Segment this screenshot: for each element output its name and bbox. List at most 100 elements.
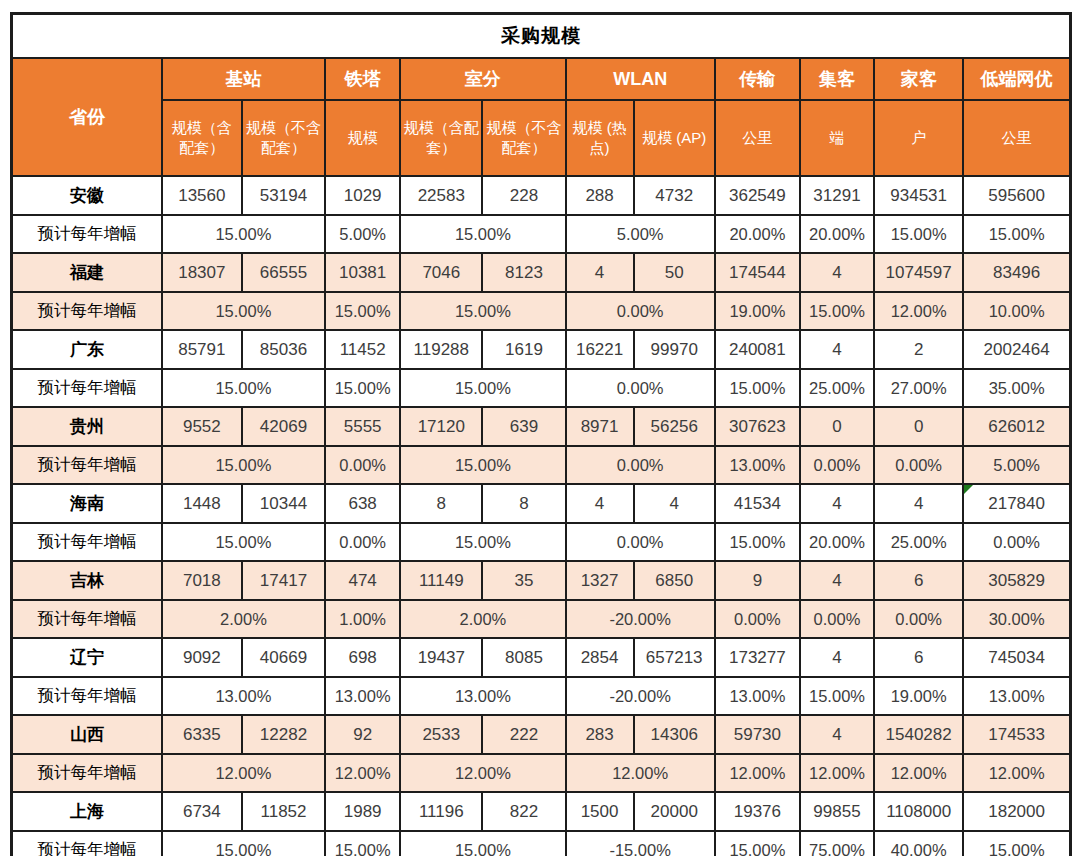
province-name: 吉林 <box>12 561 162 600</box>
growth-row-label: 预计每年增幅 <box>12 831 162 856</box>
value-cell: 59730 <box>715 715 800 754</box>
value-cell: 16221 <box>566 330 634 369</box>
value-cell: 6850 <box>634 561 715 600</box>
growth-row-label: 预计每年增幅 <box>12 754 162 792</box>
value-cell: 6734 <box>162 792 242 831</box>
value-cell: 66555 <box>242 253 325 292</box>
header-sub-10: 公里 <box>963 100 1070 176</box>
value-cell: 8971 <box>566 407 634 446</box>
value-cell: 4 <box>566 253 634 292</box>
growth-cell: 13.00% <box>715 677 800 715</box>
value-cell: 99970 <box>634 330 715 369</box>
value-cell: 626012 <box>963 407 1070 446</box>
value-cell: 9092 <box>162 638 242 677</box>
value-cell: 18307 <box>162 253 242 292</box>
growth-cell: 20.00% <box>800 215 874 253</box>
header-sub-2: 规模 <box>325 100 400 176</box>
value-cell: 11196 <box>400 792 482 831</box>
growth-cell: 0.00% <box>566 292 715 330</box>
growth-cell: 15.00% <box>400 292 565 330</box>
province-name: 贵州 <box>12 407 162 446</box>
value-cell: 174544 <box>715 253 800 292</box>
growth-cell: 15.00% <box>162 215 325 253</box>
value-cell: 7046 <box>400 253 482 292</box>
value-cell: 4 <box>874 484 963 523</box>
value-cell: 2854 <box>566 638 634 677</box>
growth-cell: 0.00% <box>325 446 400 484</box>
value-cell: 4 <box>800 561 874 600</box>
growth-row-安徽: 预计每年增幅15.00%5.00%15.00%5.00%20.00%20.00%… <box>12 215 1071 253</box>
growth-cell: 13.00% <box>162 677 325 715</box>
value-cell: 638 <box>325 484 400 523</box>
value-cell: 85036 <box>242 330 325 369</box>
value-cell: 4732 <box>634 176 715 215</box>
value-cell: 19437 <box>400 638 482 677</box>
growth-cell: 12.00% <box>566 754 715 792</box>
value-cell: 307623 <box>715 407 800 446</box>
header-sub-0: 规模（含配套） <box>162 100 242 176</box>
value-cell: 8123 <box>482 253 565 292</box>
province-name: 辽宁 <box>12 638 162 677</box>
value-cell: 222 <box>482 715 565 754</box>
growth-cell: 12.00% <box>800 754 874 792</box>
growth-row-广东: 预计每年增幅15.00%15.00%15.00%0.00%15.00%25.00… <box>12 369 1071 407</box>
header-sub-5: 规模 (热点) <box>566 100 634 176</box>
value-cell: 6335 <box>162 715 242 754</box>
growth-cell: 75.00% <box>800 831 874 856</box>
value-cell: 174533 <box>963 715 1070 754</box>
header-group-1: 铁塔 <box>325 58 400 100</box>
value-cell: 4 <box>800 330 874 369</box>
value-cell: 5555 <box>325 407 400 446</box>
growth-cell: 13.00% <box>400 677 565 715</box>
growth-row-label: 预计每年增幅 <box>12 215 162 253</box>
province-name: 安徽 <box>12 176 162 215</box>
value-cell: 40669 <box>242 638 325 677</box>
growth-cell: 0.00% <box>963 523 1070 561</box>
value-cell: 83496 <box>963 253 1070 292</box>
value-cell: 1989 <box>325 792 400 831</box>
growth-cell: 15.00% <box>400 446 565 484</box>
value-cell: 4 <box>800 253 874 292</box>
growth-row-label: 预计每年增幅 <box>12 677 162 715</box>
value-cell: 228 <box>482 176 565 215</box>
value-cell: 288 <box>566 176 634 215</box>
value-cell: 283 <box>566 715 634 754</box>
value-cell: 92 <box>325 715 400 754</box>
value-cell: 1074597 <box>874 253 963 292</box>
value-cell: 474 <box>325 561 400 600</box>
table-title: 采购规模 <box>12 14 1071 59</box>
header-province: 省份 <box>12 58 162 176</box>
growth-row-label: 预计每年增幅 <box>12 523 162 561</box>
value-cell: 305829 <box>963 561 1070 600</box>
growth-cell: 10.00% <box>963 292 1070 330</box>
value-cell: 10344 <box>242 484 325 523</box>
header-sub-9: 户 <box>874 100 963 176</box>
growth-cell: 1.00% <box>325 600 400 638</box>
value-cell: 182000 <box>963 792 1070 831</box>
growth-cell: 15.00% <box>715 831 800 856</box>
value-cell: 1619 <box>482 330 565 369</box>
value-cell: 934531 <box>874 176 963 215</box>
value-cell: 0 <box>874 407 963 446</box>
province-row-福建: 福建18307665551038170468123450174544410745… <box>12 253 1071 292</box>
growth-cell: 0.00% <box>566 523 715 561</box>
growth-cell: 0.00% <box>800 446 874 484</box>
header-sub-1: 规模（不含配套） <box>242 100 325 176</box>
growth-row-label: 预计每年增幅 <box>12 600 162 638</box>
value-cell: 362549 <box>715 176 800 215</box>
growth-row-label: 预计每年增幅 <box>12 369 162 407</box>
table-body: 安徽13560531941029225832282884732362549312… <box>12 176 1071 856</box>
growth-cell: -20.00% <box>566 600 715 638</box>
procurement-table: 采购规模 省份 基站铁塔室分WLAN传输集客家客低端网优 规模（含配套）规模（不… <box>10 12 1072 856</box>
value-cell: 822 <box>482 792 565 831</box>
growth-cell: 15.00% <box>162 523 325 561</box>
growth-cell: 0.00% <box>874 600 963 638</box>
group-header-row: 省份 基站铁塔室分WLAN传输集客家客低端网优 <box>12 58 1071 100</box>
growth-cell: 0.00% <box>800 600 874 638</box>
header-group-7: 低端网优 <box>963 58 1070 100</box>
value-cell: 50 <box>634 253 715 292</box>
value-cell: 19376 <box>715 792 800 831</box>
growth-cell: 0.00% <box>874 446 963 484</box>
value-cell: 4 <box>566 484 634 523</box>
growth-cell: 12.00% <box>162 754 325 792</box>
